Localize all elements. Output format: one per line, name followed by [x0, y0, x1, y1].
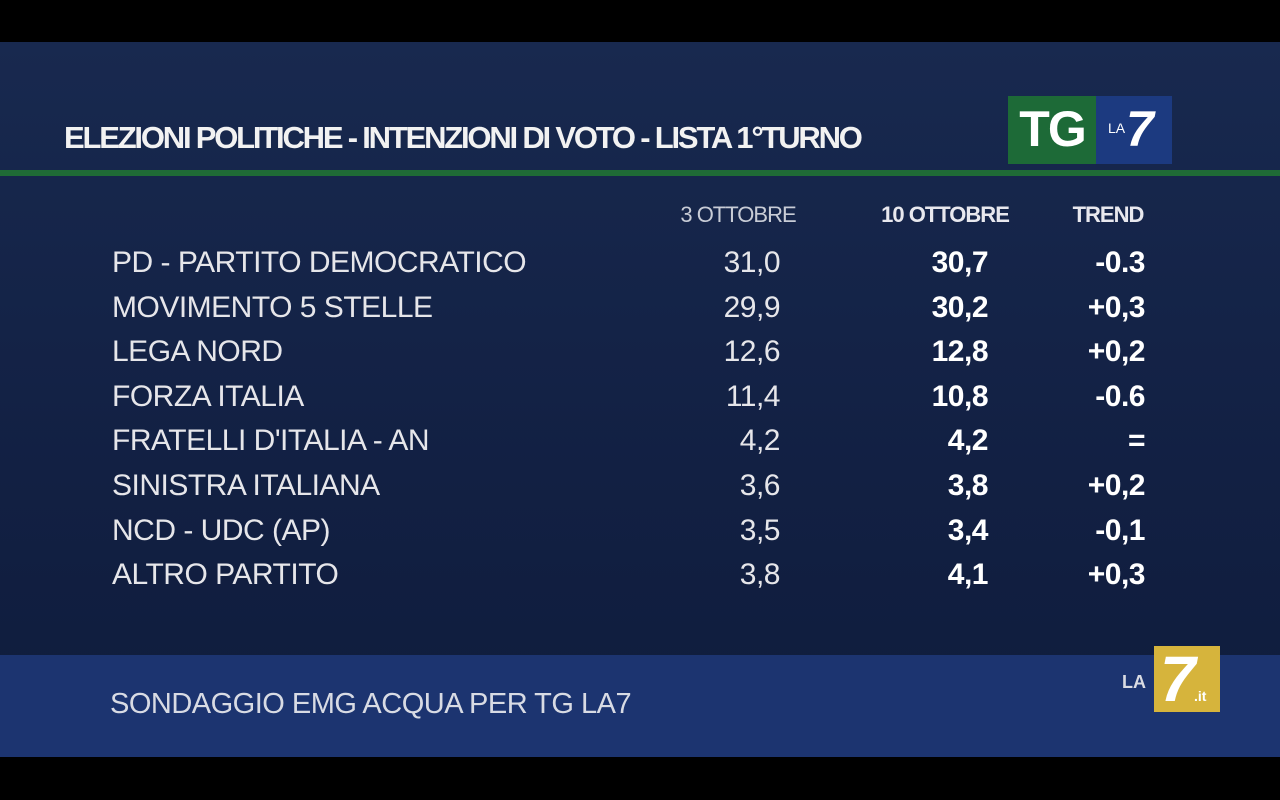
title: ELEZIONI POLITICHE - INTENZIONI DI VOTO … [64, 120, 863, 155]
table-cell: +0,3 [1087, 290, 1146, 324]
broadcast-graphic: ELEZIONI POLITICHE - INTENZIONI DI VOTO … [0, 42, 1280, 757]
table-cell: 31,0 [723, 246, 781, 279]
table-cell: 4,1 [947, 558, 989, 592]
column-header: TREND [1072, 202, 1145, 227]
logo-la: LA [1108, 120, 1126, 136]
table-cell: 4,2 [739, 424, 781, 458]
table-cell: 10,8 [931, 379, 989, 413]
party-name: MOVIMENTO 5 STELLE [112, 290, 433, 324]
logo-la: LA [1122, 672, 1146, 692]
table-cell: 12,6 [723, 335, 781, 369]
table-cell: 3,4 [947, 513, 989, 547]
table-cell: +0,3 [1087, 558, 1146, 592]
logo-seven: 7 [1160, 643, 1196, 715]
table-cell: 29,9 [723, 290, 781, 324]
table-cell: +0,2 [1087, 335, 1146, 369]
logo-box [1154, 646, 1220, 712]
tg-la7-logo: TG LA 7 [1008, 96, 1172, 164]
table-cell: -0,1 [1095, 513, 1145, 547]
party-name: FORZA ITALIA [112, 379, 304, 413]
party-name: ALTRO PARTITO [112, 558, 339, 592]
party-name: SINISTRA ITALIANA [112, 469, 380, 502]
table-cell: -0.3 [1095, 246, 1145, 279]
party-name: FRATELLI D'ITALIA - AN [112, 424, 430, 458]
table-cell: +0,2 [1087, 469, 1146, 502]
logo-it: .it [1194, 688, 1207, 704]
table-cell: = [1127, 424, 1146, 458]
column-header: 3 OTTOBRE [680, 202, 796, 227]
table-cell: 30,2 [931, 290, 989, 324]
table-cell: -0.6 [1095, 379, 1145, 413]
logo-tg: TG [1008, 96, 1096, 164]
party-name: LEGA NORD [112, 335, 283, 369]
table-cell: 3,6 [739, 469, 781, 502]
footer-band [0, 655, 1280, 757]
table-cell: 3,8 [947, 469, 989, 502]
source: SONDAGGIO EMG ACQUA PER TG LA7 [110, 688, 632, 720]
la7-logo: LA 7 .it [1120, 643, 1220, 715]
table-cell: 3,5 [739, 513, 781, 547]
divider [0, 170, 1280, 176]
table-cell: 11,4 [725, 379, 781, 413]
party-name: PD - PARTITO DEMOCRATICO [112, 246, 527, 279]
table-cell: 30,7 [931, 246, 989, 279]
logo-seven: 7 [1126, 101, 1154, 157]
party-name: NCD - UDC (AP) [112, 513, 331, 547]
column-header: 10 OTTOBRE [881, 202, 1010, 227]
logo-la7: LA 7 [1096, 96, 1172, 164]
table-cell: 4,2 [947, 424, 989, 458]
table-cell: 12,8 [931, 335, 989, 369]
table-cell: 3,8 [739, 558, 781, 592]
